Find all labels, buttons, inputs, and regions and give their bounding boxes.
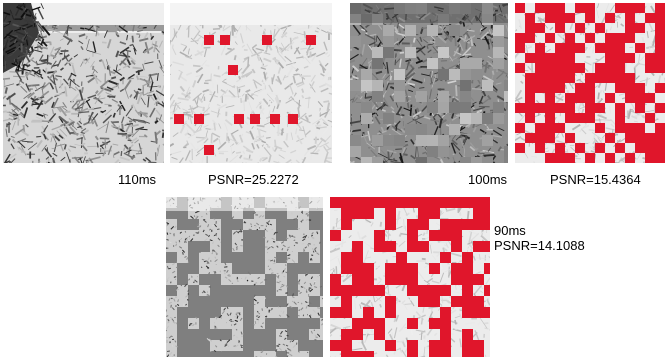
psnr-label-110ms: PSNR=25.2272 — [208, 172, 299, 187]
reconstructed-image-100ms — [350, 3, 508, 163]
time-label-90ms: 90ms — [494, 223, 526, 238]
psnr-label-90ms: PSNR=14.1088 — [494, 238, 585, 253]
time-label-110ms: 110ms — [118, 172, 157, 187]
reconstructed-image-110ms — [3, 3, 164, 163]
mask-image-90ms — [330, 197, 490, 357]
mask-image-110ms — [170, 3, 332, 163]
time-label-100ms: 100ms — [468, 172, 508, 187]
reconstructed-image-90ms — [166, 197, 323, 357]
mask-image-100ms — [515, 3, 665, 163]
psnr-label-100ms: PSNR=15.4364 — [550, 172, 641, 187]
